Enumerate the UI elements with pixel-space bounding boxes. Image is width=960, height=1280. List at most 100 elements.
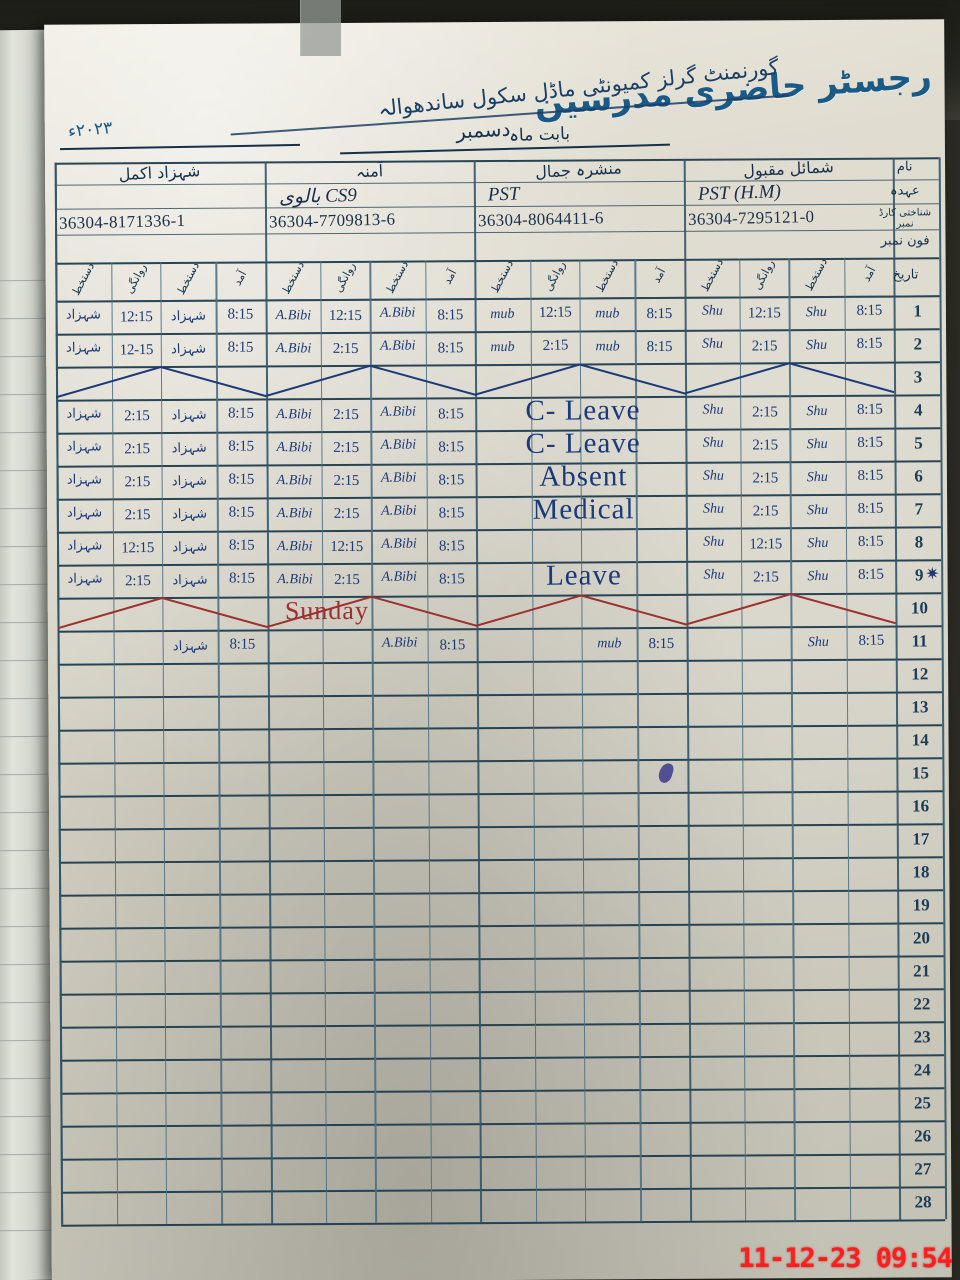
attendance-cell: 2:15 [752, 502, 779, 519]
day-number: 10 [910, 597, 928, 617]
attendance-cell: شہزاد [172, 637, 208, 654]
attendance-cell: شہزاد [65, 339, 102, 356]
staff-designation-1: PST (H.M) [697, 181, 781, 205]
table-row-rule [59, 955, 944, 963]
title-block: رجسٹر حاضری مدرسین گورنمنٹ گرلز کمیونٹی … [60, 55, 940, 172]
row-label-phone: فون نمبر [880, 233, 930, 249]
table-row-rule [59, 922, 944, 930]
attendance-cell: شہزاد [171, 505, 208, 522]
adjacent-page-rule [0, 773, 54, 776]
attendance-cell: 8:15 [857, 565, 884, 583]
table-row-rule [59, 889, 944, 897]
attendance-cell: A.Bibi [380, 338, 416, 354]
month-underline [340, 143, 670, 155]
attendance-cell: Shu [806, 403, 828, 419]
table-row-rule [60, 1087, 945, 1095]
table-row-rule [60, 1153, 945, 1161]
attendance-cell: 8:15 [438, 471, 464, 488]
staff-designation-3: بالوی CS9 [278, 184, 357, 209]
table-column-rule [320, 261, 328, 1224]
day-number: 1 [913, 300, 922, 320]
attendance-cell: 12:15 [747, 304, 781, 321]
adjacent-page-rule [0, 1001, 54, 1004]
attendance-cell: 8:15 [227, 338, 254, 356]
attendance-cell: 8:15 [437, 339, 464, 356]
day-number: 12 [911, 663, 929, 683]
day-number: 4 [913, 399, 923, 419]
attendance-cell: 8:15 [856, 400, 883, 418]
attendance-cell: 2:15 [124, 572, 151, 589]
attendance-cell: 8:15 [856, 433, 883, 451]
attendance-cell: 8:15 [227, 305, 254, 323]
attendance-cell: Shu [701, 303, 723, 319]
attendance-cell: 8:15 [856, 301, 882, 319]
attendance-cell: Shu [701, 336, 723, 352]
table-row-rule [58, 856, 943, 864]
attendance-cell: شہزاد [66, 405, 102, 422]
day-number: 15 [911, 762, 929, 782]
attendance-cell: شہزاد [66, 504, 103, 521]
table-row-rule [56, 526, 941, 534]
attendance-cell: 8:15 [229, 569, 255, 587]
adjacent-page-rule [0, 963, 54, 966]
attendance-cell: A.Bibi [379, 305, 416, 321]
row-label-cnic: شناختی کارڈ نمبر [878, 207, 932, 230]
adjacent-page-rule [0, 1115, 54, 1118]
day-number: 14 [911, 729, 929, 749]
adjacent-page-rule [0, 735, 54, 738]
attendance-cell: A.Bibi [381, 635, 418, 651]
attendance-cell: mub [490, 339, 515, 355]
table-row-rule [55, 361, 940, 369]
table-row-rule [57, 691, 942, 699]
table-column-rule [788, 258, 796, 1221]
subheader-3-2: دستخط [383, 258, 412, 296]
attendance-cell: 2:15 [541, 336, 568, 354]
attendance-cell: شہزاد [171, 538, 208, 555]
attendance-cell: mub [490, 306, 515, 322]
attendance-cell: شہزاد [170, 307, 206, 324]
attendance-cell: A.Bibi [275, 439, 312, 455]
attendance-cell: 8:15 [648, 635, 675, 652]
day-number: 22 [913, 993, 931, 1013]
day-number: 21 [913, 960, 931, 980]
holiday-note: Sunday [284, 595, 370, 625]
attendance-cell: 2:15 [752, 469, 779, 486]
attendance-cell: 2:15 [751, 337, 778, 354]
adjacent-page-rule [0, 1039, 54, 1042]
day-number: 18 [912, 861, 930, 881]
attendance-cell: Shu [808, 634, 830, 650]
year-value: ۲۰۲۳ء [67, 118, 114, 142]
adjacent-page-rule [0, 1191, 54, 1194]
adjacent-page-rule [0, 659, 54, 662]
subheader-3-4: دستخط [278, 259, 307, 297]
attendance-cell: 2:15 [752, 436, 778, 453]
day-number: 13 [911, 696, 929, 716]
attendance-cell: شہزاد [67, 570, 103, 587]
month-label: بابت ماہ [508, 123, 571, 147]
attendance-cell: A.Bibi [381, 503, 417, 519]
attendance-cell: 2:15 [123, 473, 150, 490]
adjacent-page-rule [0, 545, 54, 548]
attendance-table: نام عہدہ شناختی کارڈ نمبر فون نمبر تاریخ شمائ… [54, 157, 947, 1252]
attendance-cell: Shu [807, 502, 829, 518]
adjacent-page-rule [0, 1077, 54, 1080]
camera-timestamp: 11-12-23 09:54 [738, 1243, 953, 1274]
attendance-cell: A.Bibi [381, 536, 417, 552]
day-number: 24 [913, 1059, 931, 1079]
leave-note: Leave [545, 558, 622, 592]
adjacent-page-rule [0, 849, 54, 852]
attendance-cell: Shu [805, 304, 828, 320]
staff-cnic-2: 36304-8064411-6 [477, 208, 604, 231]
table-row-rule [60, 1186, 945, 1194]
table-row-rule [58, 757, 943, 765]
attendance-cell: mub [596, 635, 622, 651]
attendance-cell: شہزاد [66, 471, 102, 488]
attendance-cell: 12:15 [120, 539, 154, 556]
attendance-cell: mub [595, 338, 620, 354]
table-column-rule [160, 262, 168, 1225]
adjacent-page-rule [0, 1229, 54, 1232]
staff-cnic-3: 36304-7709813-6 [268, 209, 396, 232]
year-underline [60, 143, 300, 151]
attendance-cell: A.Bibi [276, 472, 312, 488]
table-row-rule [58, 724, 943, 732]
